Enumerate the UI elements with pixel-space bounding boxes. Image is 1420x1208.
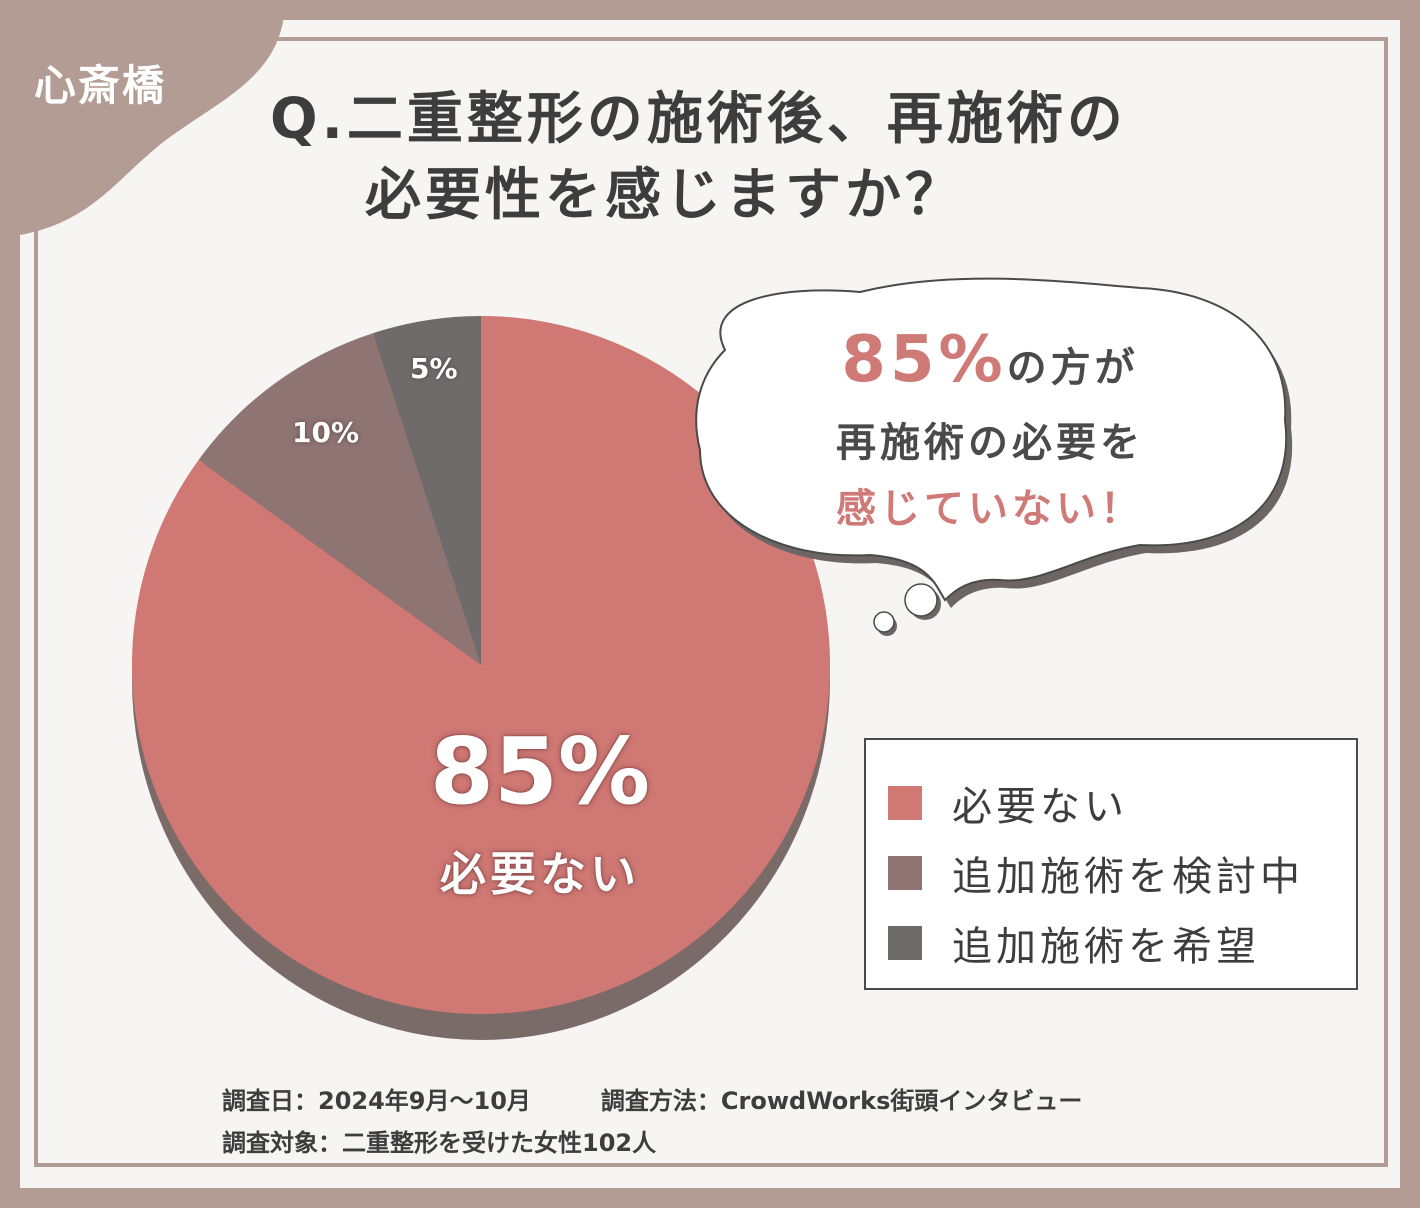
bubble-pct: 85%: [841, 323, 1007, 397]
slice-label-10: 10%: [292, 416, 360, 449]
legend-label-3: 追加施術を希望: [952, 924, 1260, 970]
title-line-2: 必要性を感じますか？: [365, 163, 965, 228]
survey-method: 調査方法：CrowdWorks街頭インタビュー: [600, 1087, 1083, 1115]
legend-label-2: 追加施術を検討中: [952, 854, 1304, 900]
bubble-line-3: 感じていない！: [836, 486, 1144, 532]
thought-bubble: [695, 277, 1293, 636]
legend-item: 追加施術を検討中: [888, 838, 1356, 908]
slice-label-5: 5%: [410, 352, 458, 385]
survey-notes: 調査日：2024年9月～10月 調査方法：CrowdWorks街頭インタビュー 調…: [222, 1080, 1082, 1164]
legend-swatch-3: [888, 926, 922, 960]
pie-slice-3: [373, 316, 481, 665]
area-label: 心斎橋: [34, 61, 167, 110]
bubble-line1-suffix: の方が: [1006, 345, 1139, 391]
corner-tab: [0, 0, 285, 238]
legend-swatch-2: [888, 856, 922, 890]
center-label: 必要ない: [440, 847, 640, 901]
inner-frame: [34, 37, 1388, 1167]
legend-label-1: 必要ない: [952, 784, 1128, 830]
survey-date: 調査日：2024年9月～10月: [222, 1087, 531, 1115]
legend-swatch-1: [888, 786, 922, 820]
legend-item: 必要ない: [888, 768, 1356, 838]
bubble-line-2: 再施術の必要を: [836, 420, 1144, 466]
bubble-message: 85%の方が 再施術の必要を 感じていない！: [760, 318, 1220, 542]
survey-subject: 調査対象：二重整形を受けた女性102人: [222, 1129, 657, 1157]
center-percentage: 85%: [429, 718, 651, 825]
title-line-1: Q.二重整形の施術後、再施術の: [270, 87, 1127, 152]
pie-slice-2: [198, 333, 481, 665]
chart-legend: 必要ない 追加施術を検討中 追加施術を希望: [864, 738, 1358, 990]
legend-item: 追加施術を希望: [888, 908, 1356, 978]
page-title: Q.二重整形の施術後、再施術の 必要性を感じますか？: [270, 82, 1320, 234]
